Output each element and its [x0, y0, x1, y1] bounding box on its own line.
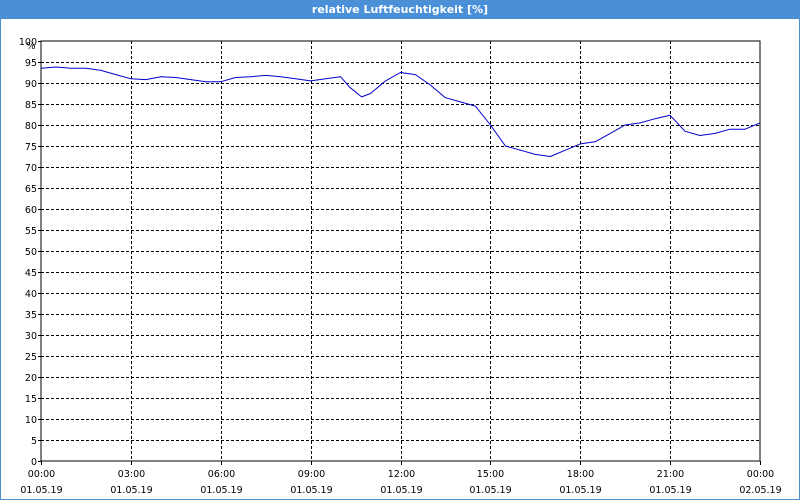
y-tick-label: 45	[25, 268, 37, 279]
x-tick-time-label: 00:00	[28, 469, 55, 480]
x-tick-time-label: 18:00	[567, 469, 594, 480]
y-tick-label: 25	[25, 352, 37, 363]
tick-labels: 0 5 10 15 20 25 30 35 40 45 50 55 60 65 70 75 80 85 90 95 10…	[19, 37, 782, 496]
y-tick-label: 0	[31, 457, 37, 468]
x-tick-time-label: 03:00	[118, 469, 145, 480]
series-layer	[40, 66, 761, 157]
x-tick-time-label: 00:00	[747, 469, 774, 480]
y-tick-label: 5	[31, 436, 37, 447]
y-tick-label: 35	[25, 310, 37, 321]
y-tick-label: 30	[25, 331, 37, 342]
x-tick-date-label: 01.05.19	[290, 485, 332, 496]
x-tick-date-label: 01.05.19	[380, 485, 422, 496]
x-tick-time-label: 21:00	[657, 469, 684, 480]
y-tick-label: 95	[25, 58, 37, 69]
x-tick-date-label: 01.05.19	[200, 485, 242, 496]
y-tick-label: 100	[19, 37, 37, 48]
x-tick-time-label: 15:00	[477, 469, 504, 480]
y-tick-label: 15	[25, 394, 37, 405]
y-tick-label: 60	[25, 205, 37, 216]
y-tick-label: 85	[25, 100, 37, 111]
x-tick-time-label: 09:00	[298, 469, 325, 480]
y-tick-label: 10	[25, 415, 37, 426]
y-axis-unit: %	[26, 41, 35, 52]
x-tick-time-label: 12:00	[388, 469, 415, 480]
y-tick-label: 80	[25, 121, 37, 132]
y-tick-label: 20	[25, 373, 37, 384]
x-tick-date-label: 01.05.19	[110, 485, 152, 496]
x-tick-date-label: 01.05.19	[559, 485, 601, 496]
y-tick-label: 40	[25, 289, 37, 300]
y-tick-label: 90	[25, 79, 37, 90]
y-tick-label: 70	[25, 163, 37, 174]
grid	[38, 41, 761, 465]
y-tick-label: 65	[25, 184, 37, 195]
humidity-series-line	[40, 66, 761, 157]
x-tick-date-label: 01.05.19	[20, 485, 62, 496]
y-tick-label: 50	[25, 247, 37, 258]
x-tick-date-label: 01.05.19	[469, 485, 511, 496]
y-tick-label: 75	[25, 142, 37, 153]
x-tick-date-label: 02.05.19	[739, 485, 781, 496]
x-tick-time-label: 06:00	[208, 469, 235, 480]
y-tick-label: 55	[25, 226, 37, 237]
window-title: relative Luftfeuchtigkeit [%]	[1, 1, 799, 19]
x-tick-date-label: 01.05.19	[649, 485, 691, 496]
plot-frame	[40, 40, 761, 462]
